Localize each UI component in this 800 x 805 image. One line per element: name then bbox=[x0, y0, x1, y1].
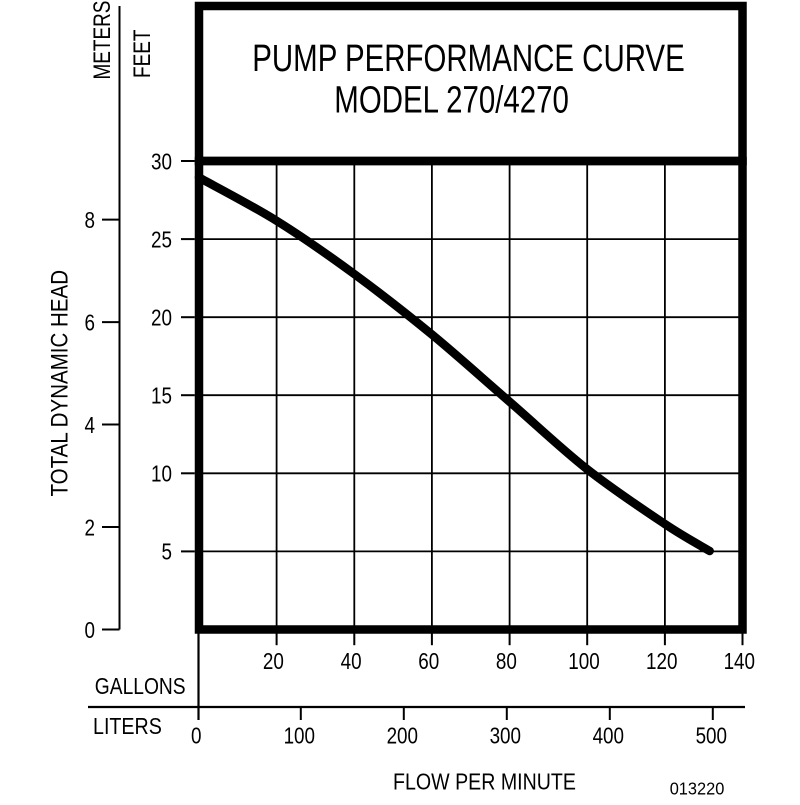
svg-text:25: 25 bbox=[151, 228, 172, 253]
svg-text:20: 20 bbox=[151, 306, 172, 331]
svg-text:5: 5 bbox=[162, 540, 172, 565]
svg-text:500: 500 bbox=[696, 724, 727, 749]
svg-text:300: 300 bbox=[490, 724, 521, 749]
svg-text:0: 0 bbox=[191, 724, 201, 749]
svg-text:8: 8 bbox=[85, 208, 95, 233]
svg-text:20: 20 bbox=[263, 649, 284, 674]
svg-text:100: 100 bbox=[568, 649, 599, 674]
svg-text:120: 120 bbox=[646, 649, 677, 674]
svg-text:15: 15 bbox=[151, 384, 172, 409]
svg-text:MODEL 270/4270: MODEL 270/4270 bbox=[334, 79, 569, 121]
svg-text:40: 40 bbox=[341, 649, 362, 674]
svg-text:METERS: METERS bbox=[88, 1, 116, 80]
svg-text:PUMP PERFORMANCE CURVE: PUMP PERFORMANCE CURVE bbox=[252, 37, 684, 79]
svg-text:2: 2 bbox=[85, 516, 95, 541]
svg-text:4: 4 bbox=[85, 413, 96, 438]
svg-text:100: 100 bbox=[284, 724, 315, 749]
svg-text:0: 0 bbox=[85, 618, 95, 643]
svg-text:30: 30 bbox=[151, 150, 172, 175]
svg-text:140: 140 bbox=[724, 649, 755, 674]
svg-text:60: 60 bbox=[418, 649, 439, 674]
svg-text:80: 80 bbox=[496, 649, 517, 674]
svg-text:013220: 013220 bbox=[670, 779, 725, 799]
svg-text:TOTAL DYNAMIC HEAD: TOTAL DYNAMIC HEAD bbox=[46, 270, 73, 497]
svg-text:10: 10 bbox=[151, 462, 172, 487]
svg-text:LITERS: LITERS bbox=[93, 712, 162, 739]
svg-text:200: 200 bbox=[387, 724, 418, 749]
svg-text:FLOW PER MINUTE: FLOW PER MINUTE bbox=[393, 769, 576, 795]
svg-text:400: 400 bbox=[593, 724, 624, 749]
svg-text:FEET: FEET bbox=[128, 30, 156, 78]
svg-text:GALLONS: GALLONS bbox=[95, 674, 186, 699]
svg-text:6: 6 bbox=[85, 311, 95, 336]
